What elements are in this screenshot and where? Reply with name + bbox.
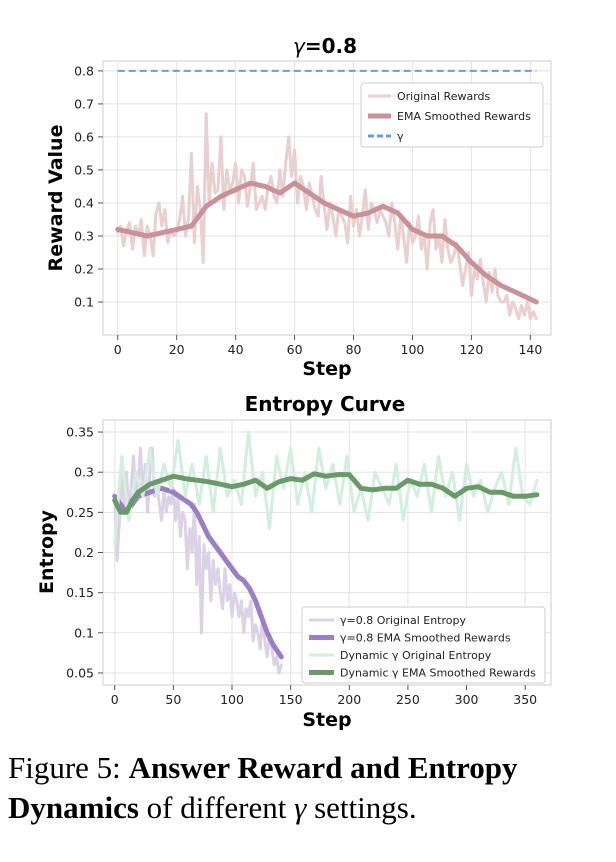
reward-x-ticks: 0 20 40 60 80 100 120 140	[114, 335, 542, 357]
x-tick-label: 140	[518, 342, 542, 357]
y-tick-label: 0.8	[74, 63, 94, 78]
y-tick-label: 0.35	[66, 425, 94, 440]
entropy-y-axis-label: Entropy	[36, 509, 58, 594]
x-tick-label: 100	[401, 342, 425, 357]
reward-chart-title: γ=0.8	[293, 34, 357, 58]
legend-entry: Dynamic γ EMA Smoothed Rewards	[340, 667, 536, 680]
x-tick-label: 350	[513, 692, 537, 707]
entropy-chart: Entropy Curve 0 50 100 150 200 250 300 350 0.05…	[36, 392, 552, 731]
x-tick-label: 20	[169, 342, 185, 357]
legend-entry: γ=0.8 Original Entropy	[340, 614, 466, 627]
entropy-y-ticks: 0.05 0.1 0.15 0.2 0.25 0.3 0.35	[66, 425, 103, 680]
series-line-4	[112, 471, 540, 515]
entropy-legend: γ=0.8 Original Entropy γ=0.8 EMA Smoothed…	[301, 606, 546, 684]
reward-y-axis-label: Reward Value	[45, 125, 67, 272]
x-tick-label: 120	[459, 342, 483, 357]
x-tick-label: 250	[396, 692, 420, 707]
x-tick-label: 60	[287, 342, 303, 357]
series-line-2	[115, 180, 539, 305]
caption-label: Figure 5:	[8, 750, 121, 785]
legend-entry: Original Rewards	[397, 90, 491, 103]
caption-tail: settings.	[314, 790, 417, 825]
reward-legend: Original Rewards EMA Smoothed Rewards γ	[360, 82, 544, 148]
x-tick-label: 100	[220, 692, 244, 707]
reward-y-ticks: 0.1 0.2 0.3 0.4 0.5 0.6 0.7 0.8	[74, 63, 103, 309]
x-tick-label: 300	[455, 692, 479, 707]
y-tick-label: 0.2	[74, 545, 94, 560]
legend-entry: γ	[397, 130, 404, 143]
legend-entry: EMA Smoothed Rewards	[397, 110, 531, 123]
y-tick-label: 0.1	[74, 294, 94, 309]
x-tick-label: 150	[279, 692, 303, 707]
legend-entry: γ=0.8 EMA Smoothed Rewards	[340, 632, 511, 645]
reward-chart: γ=0.8 0 20 40 60 80 100 120 140 0.1 0.2 0.3 0.4 0.5…	[45, 34, 552, 380]
y-tick-label: 0.1	[74, 625, 94, 640]
series-line-3	[113, 430, 539, 546]
x-tick-label: 0	[114, 342, 122, 357]
y-tick-label: 0.6	[74, 129, 94, 144]
y-tick-label: 0.5	[74, 162, 94, 177]
x-tick-label: 50	[165, 692, 181, 707]
caption-gamma-symbol: γ	[294, 790, 307, 825]
entropy-series	[112, 430, 540, 675]
reward-series	[115, 69, 539, 320]
y-tick-label: 0.15	[66, 585, 94, 600]
caption-bold-text: Answer Reward and Entropy Dynamics	[8, 750, 518, 825]
y-tick-label: 0.4	[74, 195, 94, 210]
y-tick-label: 0.3	[74, 465, 94, 480]
entropy-x-ticks: 0 50 100 150 200 250 300 350	[111, 685, 537, 707]
x-tick-label: 80	[346, 342, 362, 357]
legend-entry: Dynamic γ Original Entropy	[340, 649, 492, 662]
x-tick-label: 0	[111, 692, 119, 707]
entropy-x-axis-label: Step	[302, 709, 351, 731]
y-tick-label: 0.2	[74, 261, 94, 276]
y-tick-label: 0.25	[66, 505, 94, 520]
x-tick-label: 40	[228, 342, 244, 357]
x-tick-label: 200	[337, 692, 361, 707]
reward-x-axis-label: Step	[302, 358, 351, 380]
y-tick-label: 0.7	[74, 96, 94, 111]
figure: γ=0.8 0 20 40 60 80 100 120 140 0.1 0.2 0.3 0.4 0.5…	[36, 34, 552, 731]
y-tick-label: 0.05	[66, 665, 94, 680]
figure-caption: Figure 5: Answer Reward and Entropy Dyna…	[8, 748, 608, 828]
caption-rest-text: of different	[146, 790, 287, 825]
y-tick-label: 0.3	[74, 228, 94, 243]
entropy-chart-title: Entropy Curve	[245, 392, 406, 416]
series-line-2	[112, 485, 284, 660]
